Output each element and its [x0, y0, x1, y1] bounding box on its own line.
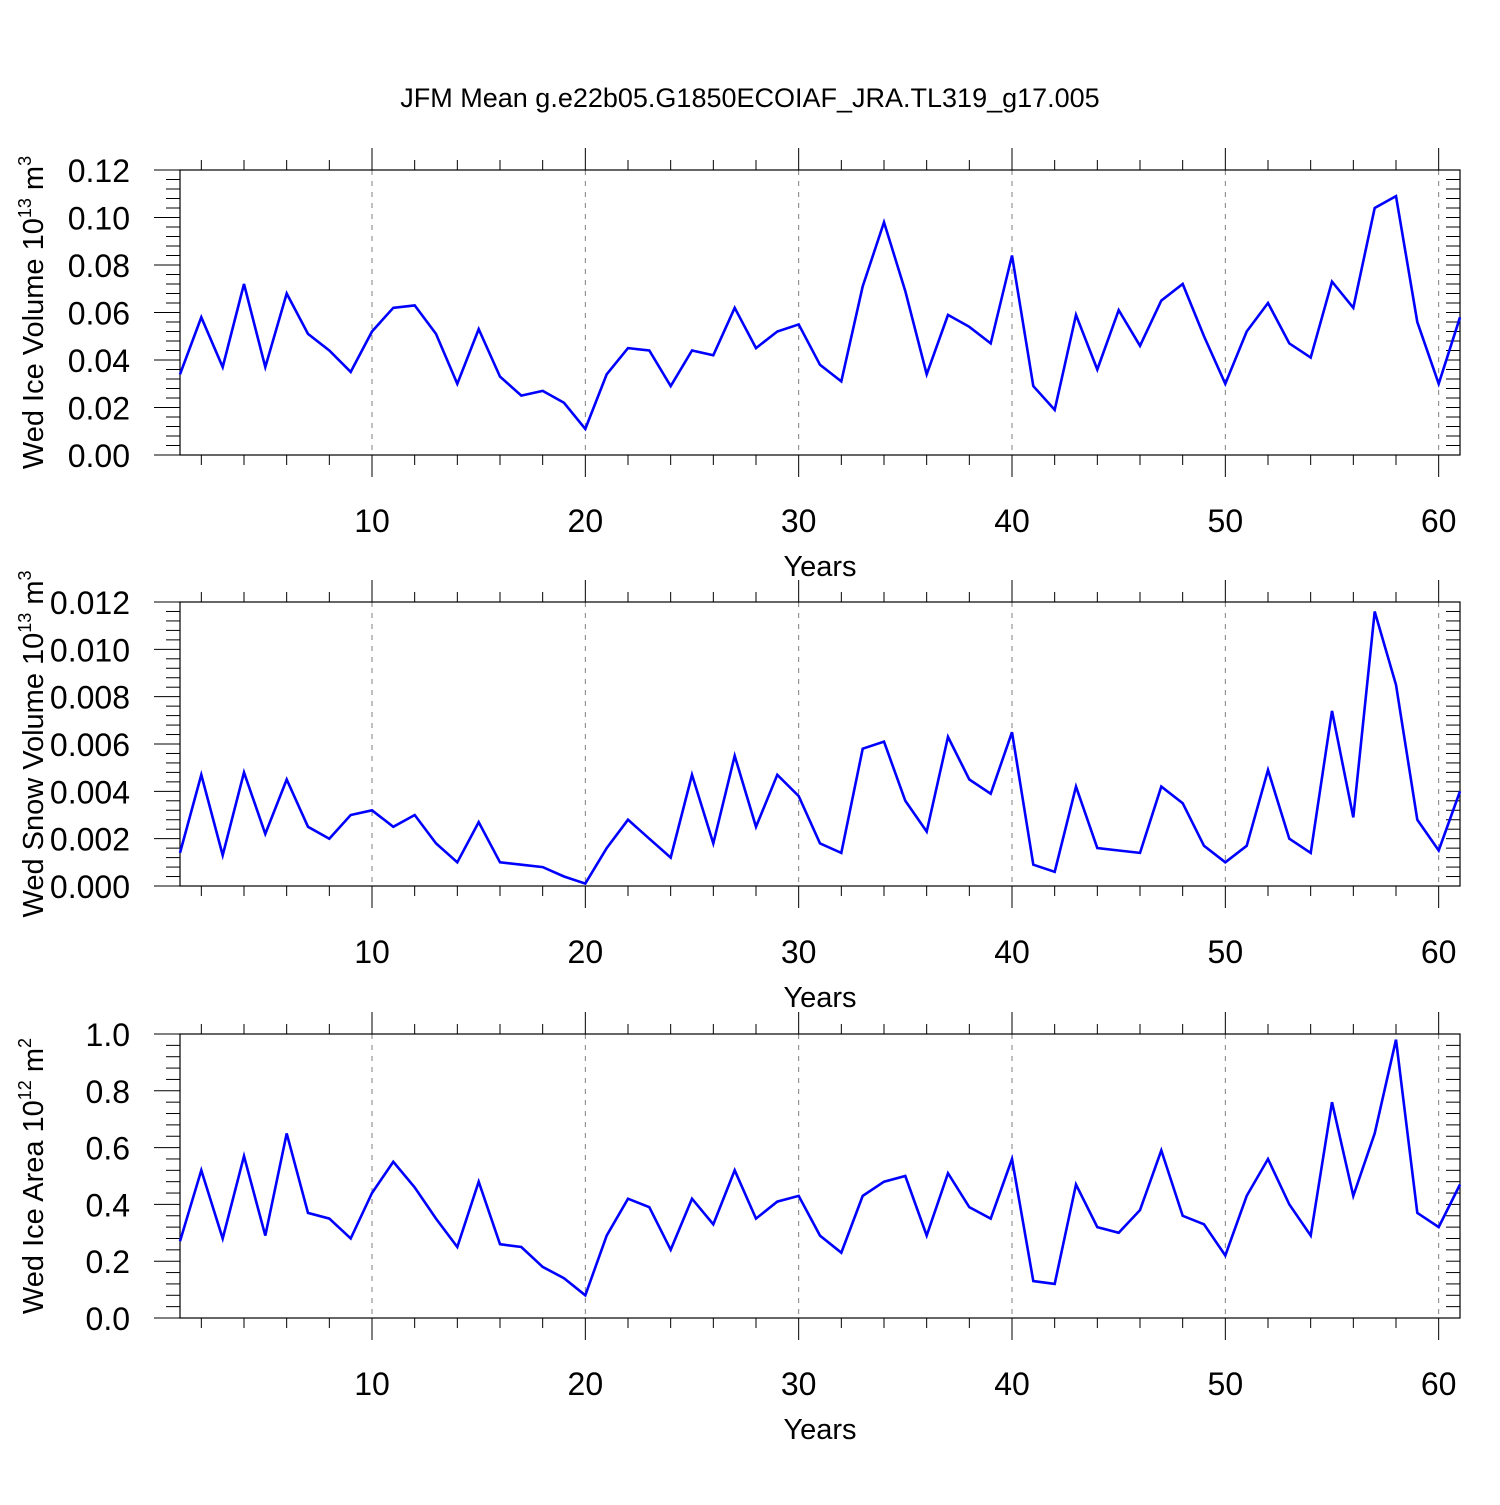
y-axis-label: Wed Ice Volume 1013 m3 — [15, 156, 50, 469]
y-tick-label: 0.2 — [86, 1244, 130, 1280]
chart-title: JFM Mean g.e22b05.G1850ECOIAF_JRA.TL319_… — [400, 83, 1099, 113]
y-axis-label: Wed Snow Volume 1013 m3 — [15, 570, 50, 917]
x-tick-label: 40 — [994, 503, 1030, 539]
x-axis-label: Years — [783, 982, 856, 1014]
panel-3: 10 20 30 40 50 60 0.0 0.2 0.4 0.6 0.8 1.0 Years Wed I… — [15, 1012, 1462, 1446]
y-tick-label: 0.000 — [50, 869, 130, 905]
x-tick-label: 20 — [568, 934, 604, 970]
x-tick-label: 60 — [1421, 1366, 1457, 1402]
y-tick-label: 0.10 — [68, 201, 130, 237]
x-tick-label: 10 — [354, 503, 390, 539]
x-axis-label: Years — [783, 551, 856, 583]
y-tick-label: 0.12 — [68, 153, 130, 189]
y-tick-label: 0.08 — [68, 248, 130, 284]
plot-frame — [179, 601, 1461, 887]
y-tick-label: 0.004 — [50, 774, 130, 810]
y-tick-label: 0.4 — [86, 1187, 130, 1223]
x-tick-label: 50 — [1208, 934, 1244, 970]
y-tick-label: 0.04 — [68, 343, 130, 379]
y-axis-label-superscript: 3 — [15, 570, 35, 580]
x-axis-label: Years — [783, 1414, 856, 1446]
y-axis-label-superscript: 12 — [15, 1080, 35, 1100]
x-tick-label: 30 — [781, 1366, 817, 1402]
series-line — [178, 611, 1462, 886]
y-tick-label: 1.0 — [86, 1017, 130, 1053]
plot-frame — [179, 169, 1461, 456]
panel-1: 10 20 30 40 50 60 0.00 0.02 0.04 0.06 0.08 0.10 0.12… — [15, 148, 1462, 583]
x-tick-label: 20 — [568, 503, 604, 539]
y-tick-label: 0.06 — [68, 296, 130, 332]
series-line — [178, 1039, 1462, 1298]
x-tick-label: 10 — [354, 934, 390, 970]
y-tick-label: 0.00 — [68, 438, 130, 474]
y-tick-label: 0.002 — [50, 822, 130, 858]
x-tick-label: 60 — [1421, 503, 1457, 539]
y-axis-label: Wed Ice Area 1012 m2 — [15, 1038, 50, 1314]
x-tick-label: 10 — [354, 1366, 390, 1402]
x-tick-label: 40 — [994, 934, 1030, 970]
y-axis-label-part: m — [18, 1048, 50, 1080]
y-axis-label-part: m — [18, 166, 50, 198]
x-tick-label: 50 — [1208, 1366, 1244, 1402]
y-axis-label-part: m — [18, 580, 50, 612]
y-tick-label: 0.010 — [50, 632, 130, 668]
y-tick-label: 0.8 — [86, 1074, 130, 1110]
y-tick-label: 0.6 — [86, 1131, 130, 1167]
y-axis-label-superscript: 2 — [15, 1038, 35, 1048]
y-axis-label-superscript: 3 — [15, 156, 35, 166]
y-axis-label-part: Wed Ice Volume 10 — [18, 218, 50, 469]
x-tick-label: 30 — [781, 934, 817, 970]
x-tick-label: 40 — [994, 1366, 1030, 1402]
y-axis-label-part: Wed Ice Area 10 — [18, 1100, 50, 1314]
y-tick-label: 0.008 — [50, 680, 130, 716]
panel-2: 10 20 30 40 50 60 0.000 0.002 0.004 0.006 0.008 0.0… — [15, 570, 1462, 1014]
y-axis-label-superscript: 13 — [15, 198, 35, 218]
y-tick-label: 0.006 — [50, 727, 130, 763]
y-axis-label-part: Wed Snow Volume 10 — [18, 633, 50, 918]
series-line — [178, 194, 1462, 432]
x-tick-label: 30 — [781, 503, 817, 539]
plot-frame — [179, 1033, 1461, 1319]
x-tick-label: 20 — [568, 1366, 604, 1402]
x-tick-label: 60 — [1421, 934, 1457, 970]
y-tick-label: 0.0 — [86, 1301, 130, 1337]
y-tick-label: 0.02 — [68, 391, 130, 427]
y-tick-label: 0.012 — [50, 585, 130, 621]
x-tick-label: 50 — [1208, 503, 1244, 539]
y-axis-label-superscript: 13 — [15, 613, 35, 633]
